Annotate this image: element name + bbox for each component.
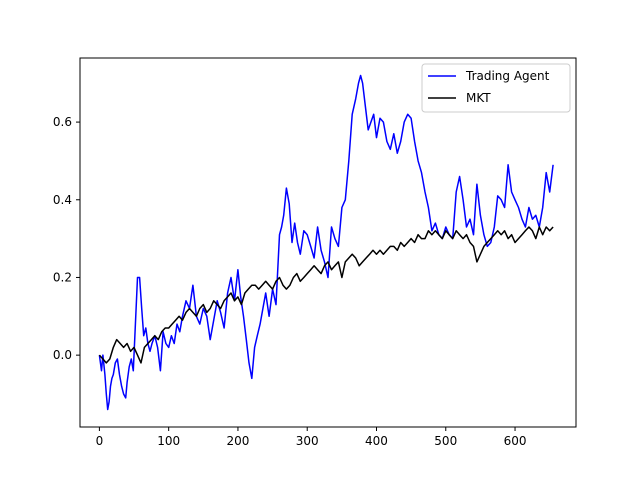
x-tick-label: 600 <box>504 434 527 448</box>
legend-label-0: Trading Agent <box>465 69 550 83</box>
legend-label-1: MKT <box>466 91 491 105</box>
y-tick-label: 0.6 <box>53 115 72 129</box>
series-line-0 <box>98 74 554 411</box>
series-line-1 <box>98 226 554 364</box>
legend-box <box>421 63 571 113</box>
y-axis: 0.0 0.2 0.4 0.6 <box>53 115 80 362</box>
x-tick-label: 500 <box>434 434 457 448</box>
legend: Trading Agent MKT <box>421 63 571 113</box>
plot-frame <box>79 57 577 428</box>
series-lines <box>98 74 554 411</box>
y-tick-label: 0.2 <box>53 270 72 284</box>
x-axis: 0 100 200 300 400 500 600 <box>96 427 527 448</box>
x-tick-label: 100 <box>157 434 180 448</box>
x-tick-label: 200 <box>226 434 249 448</box>
x-tick-label: 400 <box>365 434 388 448</box>
y-tick-label: 0.4 <box>53 193 72 207</box>
y-tick-label: 0.0 <box>53 348 72 362</box>
x-tick-label: 0 <box>96 434 104 448</box>
x-tick-label: 300 <box>296 434 319 448</box>
